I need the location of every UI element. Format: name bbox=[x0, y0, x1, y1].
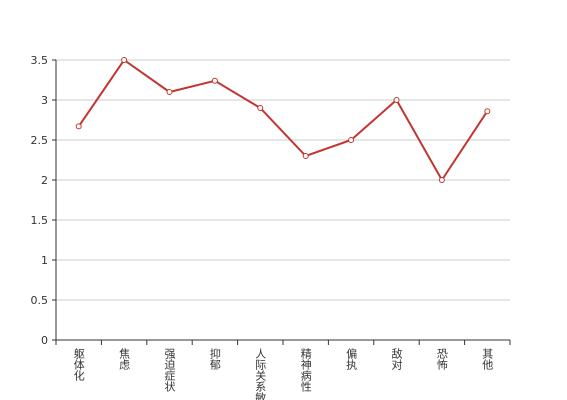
point bbox=[211, 77, 218, 84]
x-tick-label: 恐怖 bbox=[435, 348, 448, 370]
x-tick-label: 精神病性 bbox=[299, 348, 312, 393]
x-tick-label: 焦虑 bbox=[118, 348, 131, 370]
x-tick-label: 其他 bbox=[481, 348, 494, 370]
point bbox=[302, 153, 309, 159]
point bbox=[75, 123, 82, 130]
y-tick-label: 0.5 bbox=[31, 294, 49, 307]
x-tick-label: 偏执 bbox=[345, 347, 358, 371]
x-tick-label: 抑郁 bbox=[208, 347, 221, 370]
point bbox=[348, 137, 355, 143]
point bbox=[438, 177, 445, 183]
y-tick-label: 1.5 bbox=[31, 214, 49, 227]
y-tick-label: 2.5 bbox=[31, 134, 49, 147]
y-tick-label: 0 bbox=[41, 334, 48, 347]
x-tick-label: 人际关系敏感 bbox=[254, 348, 267, 400]
y-tick-label: 3 bbox=[41, 94, 48, 107]
y-tick-label: 3.5 bbox=[31, 54, 49, 67]
y-tick-label: 1 bbox=[41, 254, 48, 267]
point bbox=[393, 97, 400, 103]
series-line bbox=[77, 58, 489, 182]
x-tick-label: 强迫症状 bbox=[163, 348, 176, 392]
x-tick-label: 敌对 bbox=[390, 347, 403, 370]
point bbox=[257, 105, 264, 111]
point bbox=[484, 108, 491, 115]
point bbox=[166, 89, 173, 95]
point bbox=[121, 57, 128, 63]
y-tick-label: 2 bbox=[41, 174, 48, 187]
x-tick-label: 躯体化 bbox=[72, 348, 85, 382]
